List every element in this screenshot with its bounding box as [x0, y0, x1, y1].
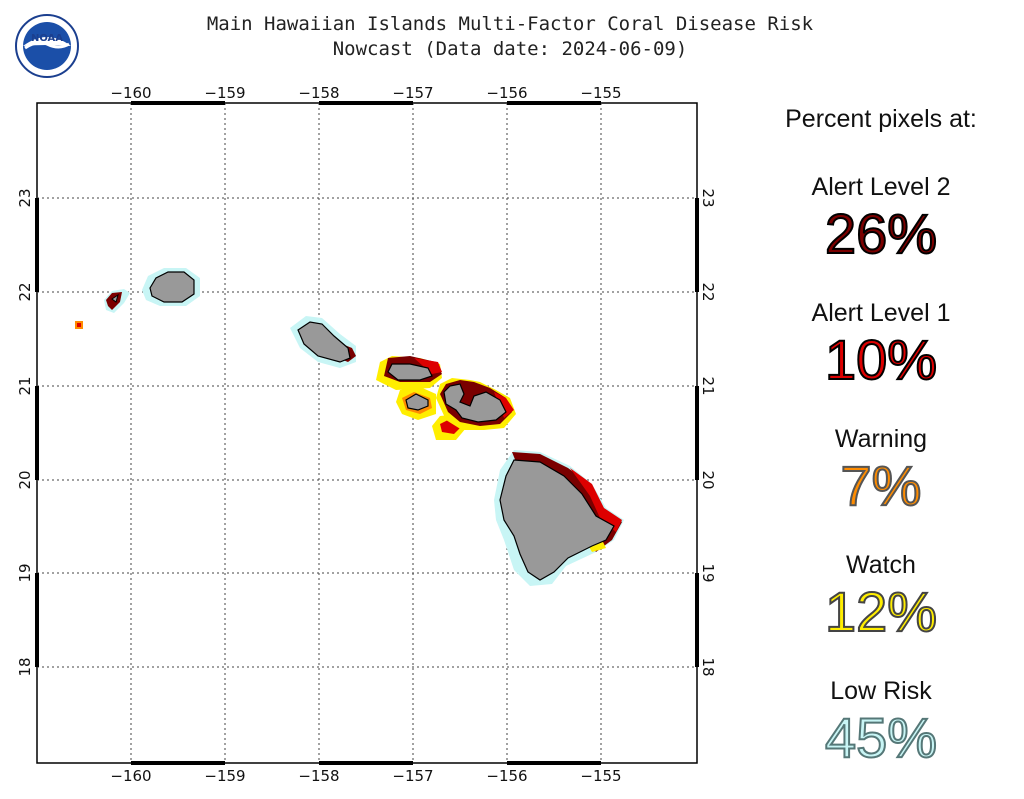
legend-label: Low Risk	[830, 677, 932, 705]
coral-risk-map: −160 −159 −158 −157 −156 −155 −160 −159 …	[16, 84, 717, 785]
lon-tick-label: −157	[392, 767, 433, 785]
lon-tick-label: −160	[110, 767, 151, 785]
legend-alert-level-1: Alert Level 1 10%	[745, 298, 1017, 392]
lat-tick-label: 21	[16, 376, 34, 395]
island-molokai	[376, 356, 442, 390]
lon-tick-label: −159	[204, 767, 245, 785]
lon-tick-label: −160	[110, 84, 151, 102]
legend-heading: Percent pixels at:	[785, 105, 977, 133]
legend-alert-level-2: Alert Level 2 26%	[745, 172, 1017, 266]
lon-tick-label: −159	[204, 84, 245, 102]
lon-tick-labels-bottom: −160 −159 −158 −157 −156 −155	[110, 767, 621, 785]
legend-warning: Warning 7%	[745, 424, 1017, 518]
legend-watch: Watch 12%	[745, 550, 1017, 644]
legend-low-risk: Low Risk 45%	[745, 676, 1017, 770]
lat-tick-label: 18	[699, 657, 717, 676]
lon-tick-label: −157	[392, 84, 433, 102]
legend-label: Alert Level 1	[811, 299, 951, 327]
island-lanai	[396, 386, 436, 420]
legend-label: Warning	[834, 425, 928, 453]
logo-text: NOAA	[31, 33, 63, 44]
legend-percent: 26%	[824, 201, 938, 266]
map-frame	[36, 102, 698, 764]
legend-percent: 10%	[824, 327, 938, 392]
lat-tick-label: 19	[16, 563, 34, 582]
lat-tick-label: 23	[16, 188, 34, 207]
lat-tick-label: 19	[699, 563, 717, 582]
lat-tick-label: 18	[16, 657, 34, 676]
lat-tick-label: 20	[699, 470, 717, 489]
legend-percent: 12%	[824, 579, 938, 644]
grid-lines	[37, 103, 697, 763]
island-kauai	[142, 268, 200, 306]
lon-tick-label: −155	[580, 84, 621, 102]
island-maui	[436, 378, 516, 430]
lat-tick-label: 20	[16, 470, 34, 489]
title-line-1: Main Hawaiian Islands Multi-Factor Coral…	[206, 13, 814, 35]
lon-tick-label: −155	[580, 767, 621, 785]
noaa-logo-icon: NOAA	[15, 14, 79, 78]
legend-percent: 7%	[840, 453, 923, 518]
lat-tick-label: 23	[699, 188, 717, 207]
lon-tick-labels-top: −160 −159 −158 −157 −156 −155	[110, 84, 621, 102]
border-bars	[35, 101, 699, 765]
legend-percent: 45%	[824, 705, 938, 770]
legend: Percent pixels at:	[745, 105, 1017, 172]
legend-label: Alert Level 2	[811, 173, 951, 201]
lon-tick-label: −156	[486, 84, 527, 102]
lat-tick-labels-left: 23 22 21 20 19 18	[16, 188, 34, 676]
lon-tick-label: −158	[298, 84, 339, 102]
island-hawaii	[494, 450, 624, 586]
title-line-2: Nowcast (Data date: 2024-06-09)	[332, 38, 688, 60]
map-title: Main Hawaiian Islands Multi-Factor Coral…	[160, 12, 860, 62]
island-niihau	[75, 289, 130, 329]
legend-label: Watch	[846, 551, 916, 579]
lat-tick-labels-right: 23 22 21 20 19 18	[699, 188, 717, 676]
lat-tick-label: 21	[699, 376, 717, 395]
lat-tick-label: 22	[699, 282, 717, 301]
lat-tick-label: 22	[16, 282, 34, 301]
island-oahu	[290, 316, 356, 368]
lon-tick-label: −158	[298, 767, 339, 785]
lon-tick-label: −156	[486, 767, 527, 785]
